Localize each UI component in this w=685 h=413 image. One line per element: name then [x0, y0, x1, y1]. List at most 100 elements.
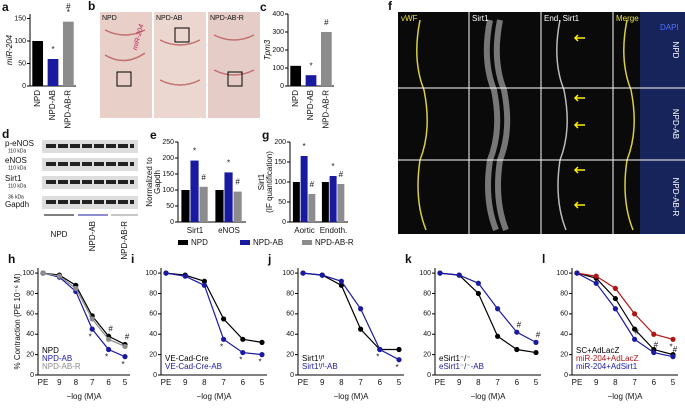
- annotation: *: [239, 356, 242, 365]
- micrograph: [208, 12, 260, 118]
- data-point: [319, 272, 325, 278]
- data-point: [89, 326, 95, 332]
- series-line: [302, 272, 400, 361]
- bar: [199, 186, 208, 222]
- x-tick-label: 6: [378, 378, 383, 387]
- data-point: [182, 273, 188, 279]
- data-point: [221, 336, 227, 342]
- row-label: NPD-AB: [671, 109, 680, 139]
- row-label: NPD-AB-R: [671, 178, 680, 217]
- data-point: [612, 306, 619, 312]
- bar: [337, 184, 345, 222]
- legend-label: NPD-AB-R: [42, 362, 81, 371]
- legend-label: NPD: [42, 346, 59, 355]
- bar: [329, 176, 337, 222]
- y-tick-label: 100: [272, 65, 284, 72]
- y-tick-label: 250: [162, 139, 174, 146]
- data-point: [338, 278, 344, 284]
- data-point: [651, 331, 657, 337]
- annotation: *: [67, 8, 70, 17]
- x-tick-label: 6: [106, 378, 111, 387]
- blot-label: Gapdh: [5, 200, 29, 209]
- y-tick-label: 60: [423, 311, 431, 318]
- y-tick-label: 0: [22, 83, 26, 90]
- y-tick-label: 150: [162, 171, 174, 178]
- data-point: [533, 349, 539, 356]
- tissue-fibers: [104, 29, 255, 86]
- annotation: *: [227, 159, 230, 168]
- y-tick-label: 150: [14, 15, 26, 22]
- x-tick-label: 9: [594, 378, 599, 387]
- legend-label: NPD: [191, 238, 208, 247]
- legend-label: miR-204+AdSirt1: [576, 362, 638, 371]
- series-line: [576, 272, 674, 340]
- x-tick-label: 6: [652, 378, 657, 387]
- blot-label: p-eNOS: [5, 139, 34, 148]
- x-tick-label: 6: [241, 378, 246, 387]
- data-point: [89, 316, 95, 322]
- x-tick-label: PE: [298, 378, 309, 387]
- data-point: [632, 311, 638, 317]
- y-tick-label: 40: [26, 331, 34, 338]
- legend-label: VE-Cad-Cre: [165, 354, 209, 363]
- y-axis-label: Normalized to: [145, 157, 154, 207]
- annotation: #: [66, 2, 71, 11]
- x-axis-label: −log (M)A: [608, 392, 644, 401]
- column-label: End. Sirt1: [544, 14, 580, 23]
- bar: [292, 182, 300, 222]
- annotation: *: [303, 142, 306, 151]
- x-tick-label: 7: [495, 378, 500, 387]
- legend-label: NPD-AB: [253, 238, 283, 247]
- y-tick-label: 20: [149, 351, 157, 358]
- data-point: [201, 282, 207, 288]
- annotation: *: [258, 358, 261, 367]
- legend-label: eSirt1⁻/⁻: [439, 354, 471, 363]
- annotation: #: [235, 178, 240, 187]
- x-tick-label: 5: [534, 378, 539, 387]
- micrograph: [154, 12, 206, 118]
- series-line: [576, 272, 674, 356]
- annotation: *: [51, 45, 54, 54]
- group-label: NPD-AB: [88, 221, 97, 251]
- x-tick-label: 7: [221, 378, 226, 387]
- y-tick-label: 200: [274, 139, 286, 146]
- y-tick-label: 80: [286, 290, 294, 297]
- y-tick-label: 60: [560, 311, 568, 318]
- x-tick-label: PE: [572, 378, 583, 387]
- endo-signal: [556, 19, 568, 231]
- inset-box: [116, 71, 132, 87]
- panel-letter: i: [131, 252, 134, 266]
- histology-panel: b NPD NPD-AB NPD-AB-R miR-204: [88, 0, 260, 118]
- legend-swatch: [178, 240, 188, 245]
- image-label: NPD-AB: [156, 15, 183, 22]
- legend-label: eSirt1⁻/⁻-AB: [439, 362, 484, 371]
- annotation: *: [105, 353, 108, 362]
- annotation: *: [193, 147, 196, 156]
- y-tick-label: 0: [30, 372, 34, 379]
- x-tick-label: 8: [74, 378, 79, 387]
- y-tick-label: 100: [145, 270, 157, 277]
- annotation: *: [332, 162, 335, 171]
- y-tick-label: 0: [564, 372, 568, 379]
- y-tick-label: 20: [560, 351, 568, 358]
- micrograph: [100, 12, 152, 118]
- x-tick-label: NPD-AB: [48, 90, 57, 120]
- data-point: [122, 354, 128, 360]
- legend-label: miR-204+AdLacZ: [576, 354, 639, 363]
- x-tick-label: 9: [57, 378, 62, 387]
- x-tick-label: Sirt1: [187, 226, 204, 235]
- y-tick-label: 60: [286, 311, 294, 318]
- y-tick-label: 40: [423, 331, 431, 338]
- legend-label: Sirt1ᶠ/ᶠ-AB: [302, 362, 338, 371]
- data-point: [396, 346, 402, 353]
- x-tick-label: 5: [260, 378, 265, 387]
- arrows: [573, 34, 585, 209]
- series-line: [42, 272, 126, 358]
- blot-size: 110 kDa: [8, 148, 26, 154]
- data-point: [670, 336, 676, 342]
- data-point: [221, 316, 227, 322]
- bar: [320, 32, 332, 86]
- data-point: [514, 329, 520, 335]
- x-tick-label: 5: [397, 378, 402, 387]
- data-point: [106, 336, 112, 342]
